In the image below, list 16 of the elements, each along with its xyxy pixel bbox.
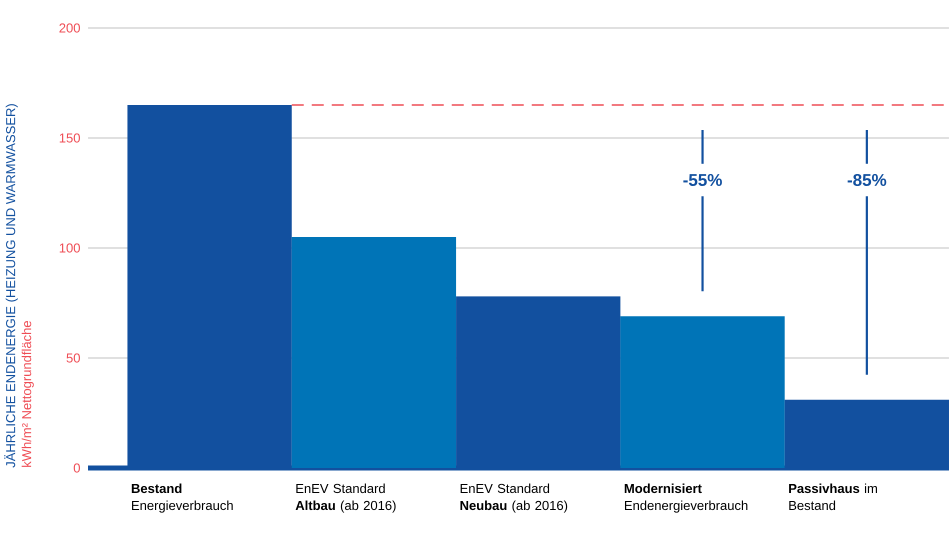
y-tick-label: 100 <box>60 243 80 253</box>
bar <box>292 237 456 468</box>
x-tick-label: EnEV Standard Altbau (ab 2016) <box>296 484 396 513</box>
y-tick-label: 150 <box>60 133 80 143</box>
y-tick-label: 50 <box>66 353 80 363</box>
y-tick-label: 0 <box>74 463 80 473</box>
text: kWh/m² Nettogrundfläche <box>22 321 34 467</box>
annotation: -85% <box>848 174 886 186</box>
bar <box>620 316 785 468</box>
x-tick-label: EnEV Standard Neubau (ab 2016) <box>460 484 568 513</box>
category-label: Passivhaus im Bestand <box>789 484 877 510</box>
x-tick-label: Bestand Energieverbrauch <box>132 484 233 513</box>
annotation: -55% <box>683 174 722 186</box>
y-tick-label: 200 <box>59 23 80 33</box>
x-tick-label: Modernisiert Endenergieverbrauch <box>624 484 748 513</box>
y-axis-title: JÄHRLICHE ENDENERGIE (HEIZUNG UND WARMWASSER) <box>4 104 18 468</box>
